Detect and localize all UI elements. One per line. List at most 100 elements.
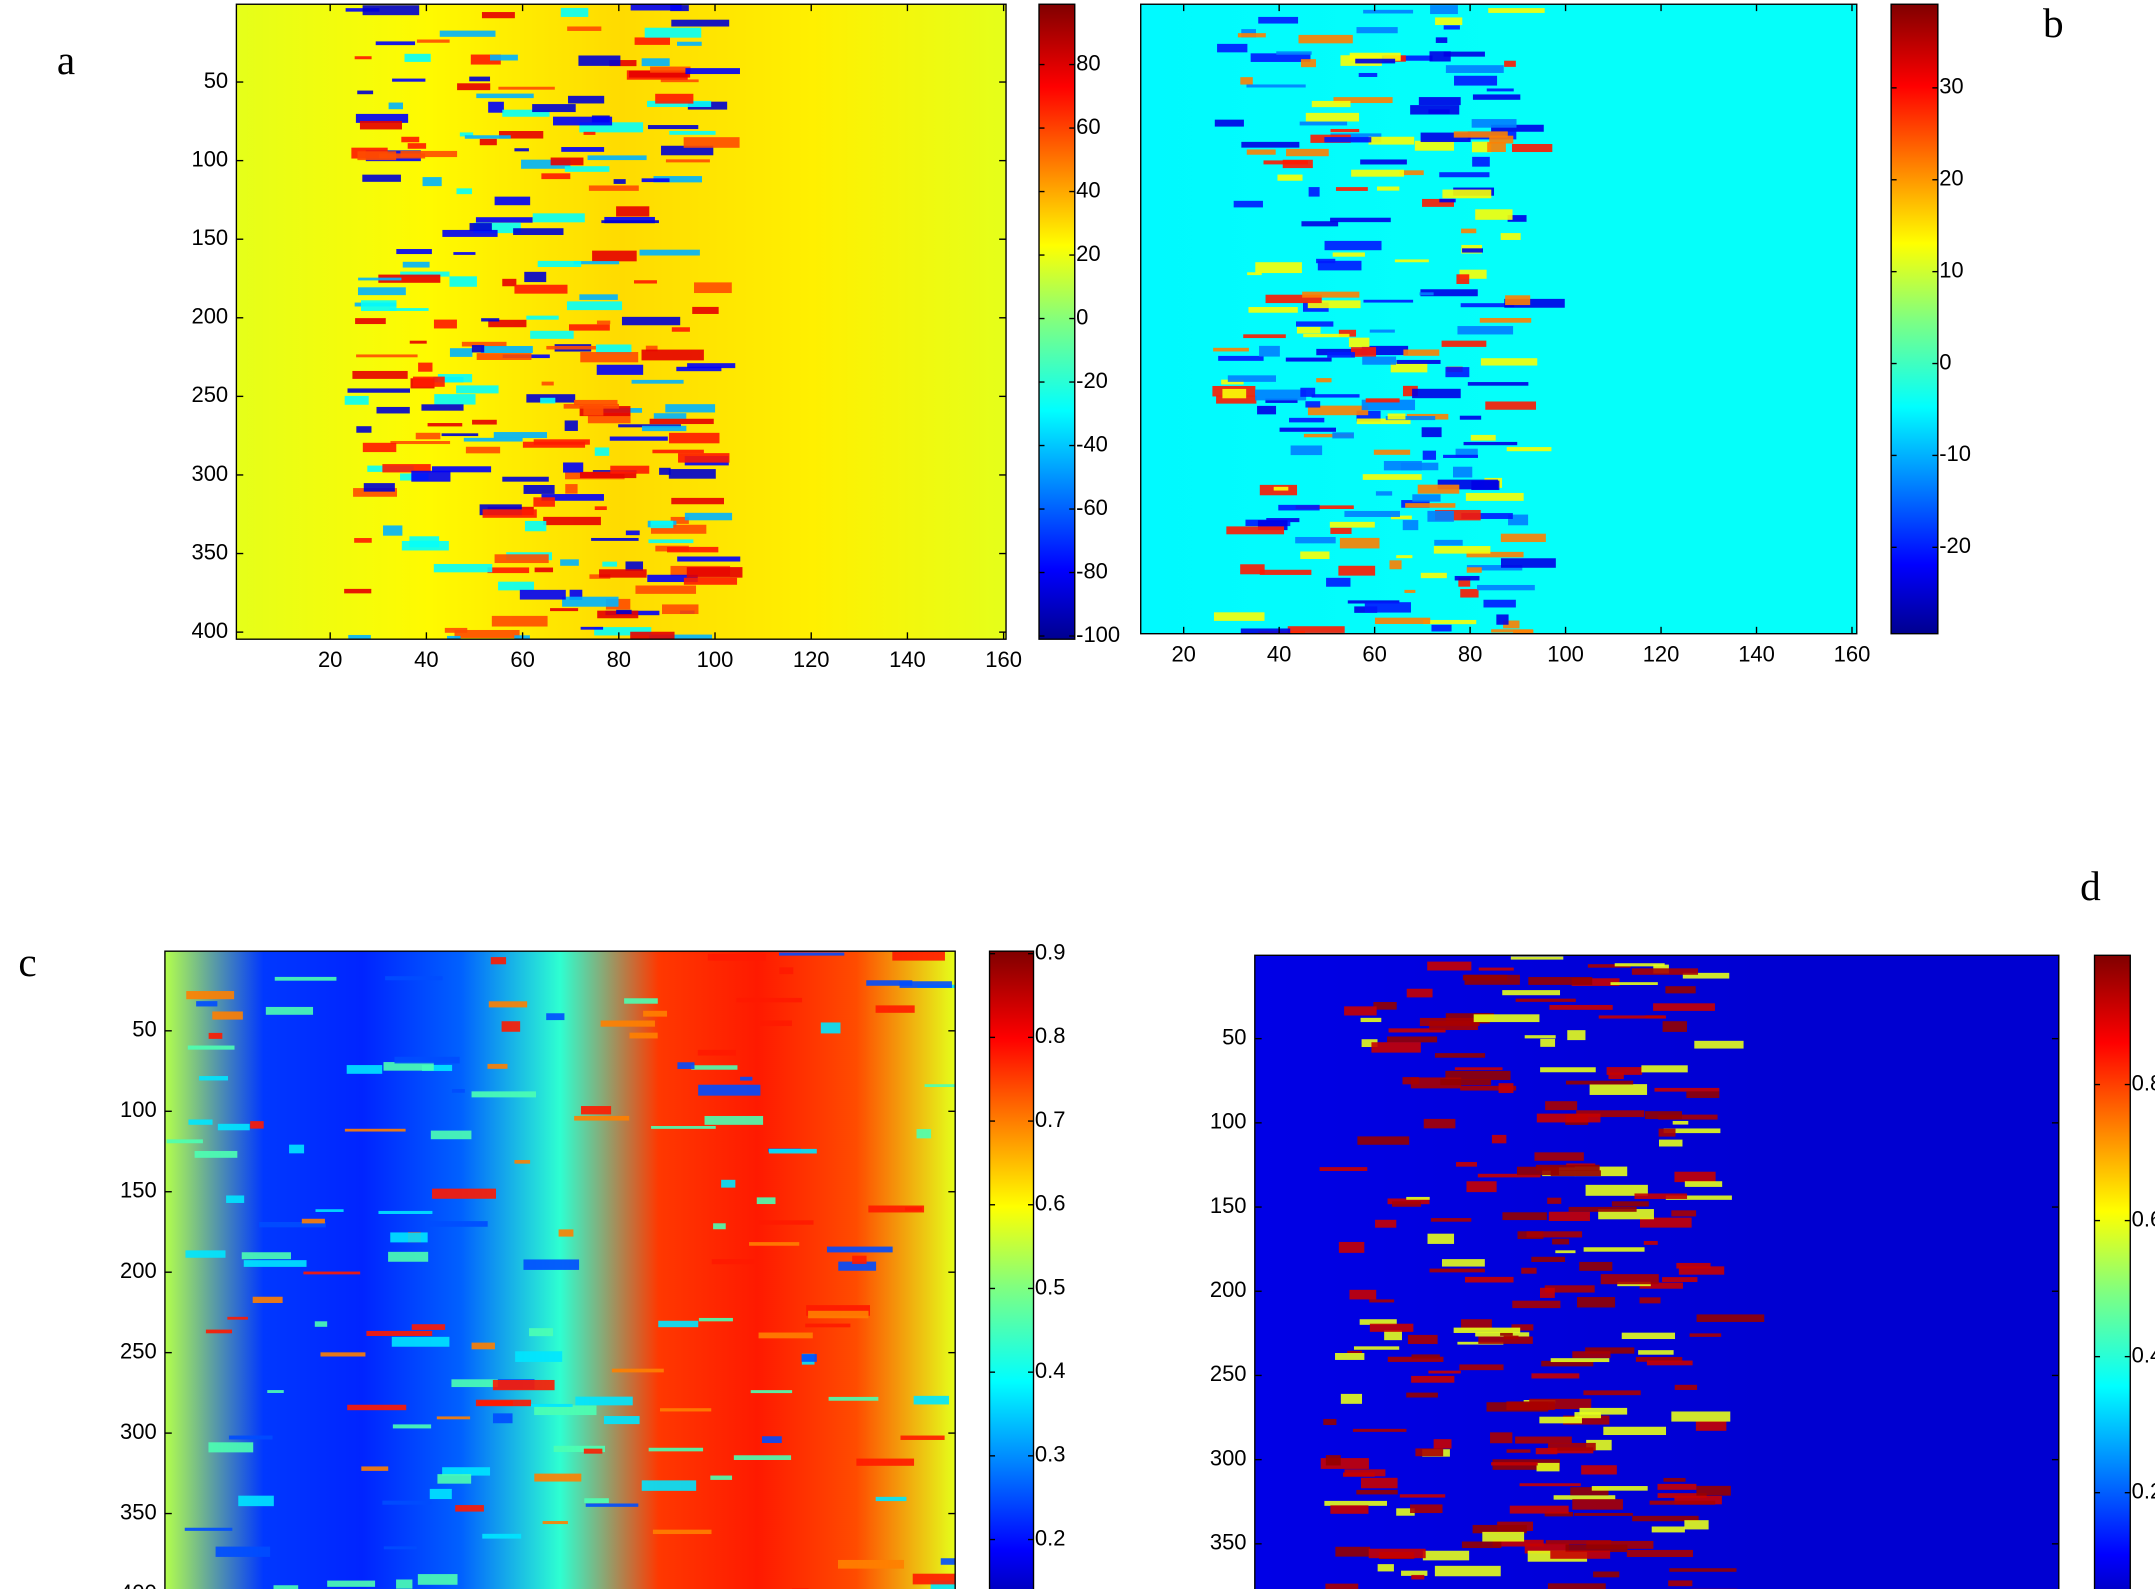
heatmap-streak (476, 93, 534, 99)
heatmap-streak (1286, 148, 1329, 157)
heatmap-streak (243, 1260, 307, 1267)
heatmap-streak (838, 1261, 877, 1271)
heatmap-streak (578, 55, 621, 66)
heatmap-streak (1536, 1462, 1560, 1472)
heatmap-streak (1417, 484, 1460, 494)
heatmap-streak (1360, 1477, 1398, 1489)
colorbar-tick-label: -20 (1076, 368, 1108, 393)
heatmap-streak (1406, 988, 1433, 998)
colorbar-tick-label: 20 (1939, 166, 1963, 191)
heatmap-streak (1665, 986, 1696, 994)
heatmap-streak (1689, 1333, 1722, 1337)
heatmap-streak (1402, 1077, 1419, 1085)
x-tick-label: 20 (318, 647, 342, 672)
heatmap-streak (1300, 387, 1316, 397)
heatmap (164, 951, 956, 1589)
heatmap-streak (418, 362, 433, 372)
heatmap-streak (568, 324, 610, 331)
heatmap-streak (487, 1063, 508, 1069)
heatmap-streak (273, 1585, 299, 1589)
heatmap-streak (1357, 1136, 1410, 1145)
heatmap-streak (417, 1574, 458, 1585)
heatmap-streak (1351, 347, 1377, 357)
heatmap-streak (1303, 433, 1354, 438)
heatmap-streak (581, 1106, 612, 1115)
heatmap-streak (1218, 355, 1264, 361)
heatmap-streak (1489, 135, 1514, 144)
colorbar-tick-label: 80 (1076, 50, 1100, 75)
heatmap-streak (1352, 1428, 1407, 1432)
heatmap-streak (521, 159, 571, 169)
heatmap-streak (685, 68, 740, 75)
heatmap-streak (1377, 1564, 1394, 1572)
heatmap-streak (1598, 1015, 1667, 1019)
heatmap-streak (667, 546, 719, 553)
heatmap-streak (315, 1209, 344, 1212)
heatmap-streak (1246, 149, 1276, 155)
heatmap-streak (1565, 1080, 1634, 1085)
heatmap-streak (1614, 963, 1665, 967)
colorbar-tick-label: -60 (1076, 495, 1108, 520)
heatmap-streak (421, 404, 464, 411)
heatmap-streak (526, 315, 559, 320)
plot-frame (1254, 954, 2060, 1589)
heatmap-streak (875, 1496, 907, 1502)
heatmap-streak (1246, 84, 1306, 88)
heatmap-streak (1319, 1167, 1368, 1171)
heatmap-streak (643, 1010, 668, 1017)
heatmap-streak (1259, 569, 1312, 575)
heatmap-streak (186, 991, 235, 1000)
heatmap-streak (550, 157, 584, 166)
heatmap-streak (1504, 60, 1516, 67)
heatmap-streak (1305, 112, 1360, 122)
heatmap-streak (1536, 1113, 1601, 1123)
heatmap-streak (449, 276, 477, 287)
heatmap-streak (1405, 503, 1456, 508)
y-tick-label: 300 (191, 461, 228, 486)
heatmap-streak (327, 1580, 376, 1587)
y-tick-label: 350 (120, 1499, 157, 1524)
heatmap-streak (710, 1475, 733, 1480)
heatmap-streak (670, 516, 689, 524)
heatmap-streak (1423, 619, 1477, 625)
heatmap-streak (1348, 337, 1370, 348)
heatmap-streak (1330, 128, 1360, 133)
heatmap-streak (1482, 1531, 1525, 1542)
heatmap-streak (592, 250, 637, 262)
heatmap-streak (641, 1480, 697, 1491)
heatmap-streak (1568, 1206, 1637, 1212)
heatmap-streak (820, 1022, 841, 1034)
heatmap-streak (600, 1020, 655, 1027)
heatmap-streak (1374, 617, 1431, 624)
heatmap-streak (621, 316, 681, 326)
heatmap-streak (669, 130, 716, 135)
colorbar-tick-label: 0.4 (2132, 1342, 2155, 1367)
heatmap-streak (1610, 982, 1658, 986)
heatmap-streak (1369, 1299, 1395, 1303)
heatmap-streak (1329, 521, 1375, 528)
heatmap-streak (698, 1317, 733, 1322)
heatmap-streak (1420, 289, 1478, 297)
heatmap-streak (1323, 1418, 1337, 1426)
heatmap-streak (1325, 1583, 1359, 1589)
heatmap-streak (652, 449, 704, 454)
heatmap-streak (668, 432, 720, 444)
heatmap-streak (1368, 136, 1415, 145)
x-tick-label: 120 (1643, 642, 1680, 667)
heatmap-streak (1567, 1030, 1586, 1041)
heatmap-streak (514, 284, 568, 294)
heatmap-streak (1216, 395, 1257, 404)
heatmap-streak (568, 95, 605, 104)
heatmap-streak (389, 308, 429, 311)
heatmap-streak (1363, 9, 1414, 14)
heatmap-streak (596, 364, 644, 375)
heatmap-streak (1477, 584, 1535, 591)
heatmap-field (236, 4, 1007, 640)
heatmap-streak (1247, 272, 1262, 276)
heatmap-streak (1289, 417, 1325, 423)
heatmap-streak (808, 1310, 869, 1319)
heatmap-streak (534, 567, 554, 573)
heatmap-streak (1550, 1170, 1601, 1177)
heatmap-streak (1500, 533, 1546, 543)
heatmap-streak (1659, 1139, 1683, 1147)
